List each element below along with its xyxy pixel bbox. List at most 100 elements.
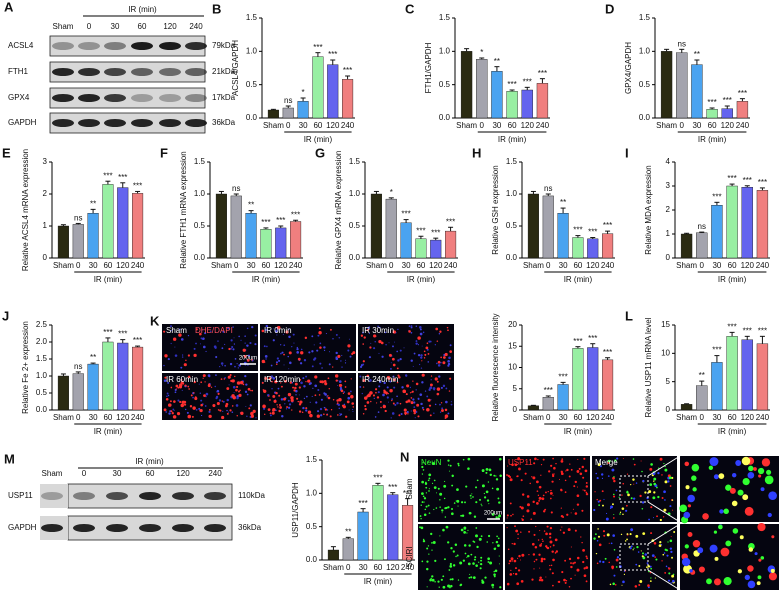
y-tick-label: 10 (508, 363, 517, 372)
cell-dot (326, 396, 328, 398)
cell-dot (481, 579, 484, 582)
dhe-dot (250, 414, 254, 418)
y-axis-label: Relative MDA expression (644, 165, 653, 254)
cell-dot (413, 352, 416, 355)
x-axis-label: IR (min) (364, 577, 393, 586)
cell-dot (451, 474, 454, 478)
cell-dot (427, 479, 430, 482)
significance: ** (699, 371, 705, 380)
cell-dot (287, 406, 291, 409)
cell-dot (632, 478, 635, 481)
cell-dot (612, 534, 615, 537)
band (185, 68, 207, 76)
significance: *** (291, 210, 300, 219)
cell-dot (609, 583, 612, 586)
cell-dot (761, 458, 771, 467)
cell-dot (538, 496, 542, 500)
cell-dot (562, 531, 566, 534)
cell-dot (467, 467, 470, 470)
y-tick-label: 0.5 (246, 80, 258, 89)
cell-dot (319, 362, 322, 365)
cell-dot (390, 417, 392, 419)
bar (87, 363, 99, 411)
bar (527, 193, 539, 259)
dhe-dot (208, 414, 212, 419)
cell-dot (454, 543, 457, 546)
cell-dot (641, 507, 644, 510)
cell-dot (425, 505, 428, 508)
dhe-dot (327, 396, 331, 400)
cell-dot (456, 554, 459, 557)
cell-dot (473, 558, 476, 561)
cell-dot (343, 403, 346, 406)
dhe-dot (403, 408, 407, 412)
cell-dot (412, 398, 415, 401)
row-label: SCIRI (405, 546, 414, 567)
lane-label: 30 (113, 469, 122, 478)
error-bar (530, 190, 536, 194)
x-tick-label: 120 (274, 261, 288, 270)
dhe-dot (407, 399, 411, 403)
cell-dot (233, 337, 235, 339)
cell-dot (443, 497, 446, 500)
dhe-dot (299, 379, 302, 381)
cell-dot (650, 506, 653, 509)
cell-dot (569, 463, 571, 465)
y-tick-label: 1.5 (36, 354, 48, 363)
cell-dot (570, 468, 573, 471)
dhe-dot (337, 414, 339, 416)
dhe-dot (193, 392, 195, 394)
cell-dot (585, 482, 588, 484)
dhe-dot (183, 400, 187, 404)
cell-dot (719, 509, 724, 514)
dhe-dot (183, 363, 187, 367)
dhe-dot (220, 378, 223, 381)
cell-dot (397, 328, 399, 331)
dhe-dot (261, 359, 266, 364)
cell-dot (644, 553, 648, 556)
cell-dot (498, 514, 501, 518)
x-tick-label: Sham (323, 563, 344, 572)
protein-label: GPX4 (8, 93, 30, 102)
cell-dot (683, 511, 691, 519)
bar (741, 186, 753, 259)
significance: ns (284, 96, 292, 105)
cell-dot (254, 334, 257, 337)
cell-dot (456, 488, 459, 492)
cell-dot (472, 562, 475, 565)
dhe-dot (436, 380, 439, 383)
cell-dot (230, 348, 232, 350)
cell-dot (583, 489, 586, 492)
cell-dot (520, 479, 523, 482)
significance: *** (712, 346, 721, 355)
cell-dot (687, 532, 693, 537)
x-tick-label: 120 (586, 261, 600, 270)
dhe-dot (336, 402, 339, 404)
cell-dot (426, 586, 428, 588)
cell-dot (550, 564, 553, 567)
cell-dot (533, 533, 536, 536)
y-tick-label: 0.0 (639, 113, 651, 122)
cell-dot (441, 512, 443, 514)
cell-dot (585, 580, 588, 583)
cell-dot (244, 390, 248, 393)
cell-dot (668, 567, 671, 570)
dhe-dot (163, 330, 166, 333)
cell-dot (215, 374, 217, 376)
cell-dot (421, 381, 424, 384)
cell-dot (415, 340, 418, 342)
cell-dot (539, 544, 542, 547)
error-bar (105, 180, 111, 185)
cell-dot (698, 566, 705, 573)
dhe-dot (399, 402, 402, 405)
image-label: IR 240min (362, 375, 398, 384)
cell-dot (249, 341, 252, 345)
cell-dot (170, 342, 172, 345)
cell-dot (449, 464, 452, 467)
y-tick-label: 1.0 (349, 189, 361, 198)
cell-dot (480, 535, 483, 538)
x-axis-label: IR (min) (718, 275, 747, 284)
dhe-dot (442, 356, 446, 359)
cell-dot (681, 557, 691, 567)
